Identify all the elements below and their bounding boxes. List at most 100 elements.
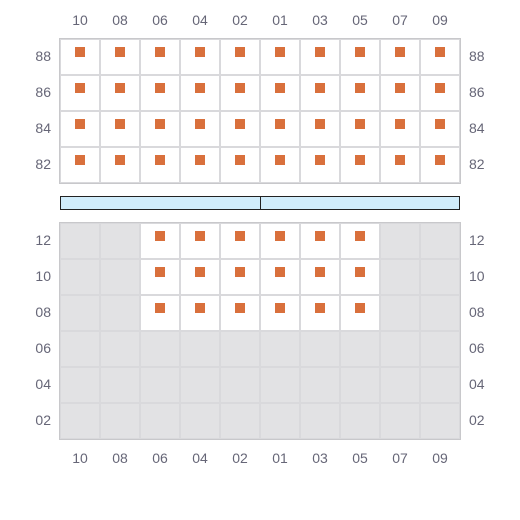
row-label: 10 bbox=[461, 258, 490, 294]
row-label: 10 bbox=[30, 258, 59, 294]
seat-available[interactable] bbox=[420, 75, 460, 111]
column-label: 06 bbox=[140, 12, 180, 28]
row-label: 06 bbox=[30, 330, 59, 366]
seat-available[interactable] bbox=[60, 147, 100, 183]
seat-available[interactable] bbox=[220, 259, 260, 295]
seat-available[interactable] bbox=[60, 75, 100, 111]
seat-unavailable bbox=[420, 295, 460, 331]
seat-available[interactable] bbox=[340, 295, 380, 331]
seat-available[interactable] bbox=[380, 147, 420, 183]
seat-available[interactable] bbox=[420, 39, 460, 75]
seat-available[interactable] bbox=[220, 75, 260, 111]
seat-unavailable bbox=[260, 331, 300, 367]
seat-icon bbox=[315, 47, 325, 57]
seat-available[interactable] bbox=[260, 111, 300, 147]
column-label: 08 bbox=[100, 450, 140, 466]
seat-available[interactable] bbox=[340, 75, 380, 111]
seat-available[interactable] bbox=[140, 295, 180, 331]
column-label: 02 bbox=[220, 450, 260, 466]
seat-available[interactable] bbox=[220, 295, 260, 331]
seat-available[interactable] bbox=[180, 223, 220, 259]
seat-icon bbox=[235, 231, 245, 241]
seat-available[interactable] bbox=[100, 39, 140, 75]
seat-available[interactable] bbox=[300, 111, 340, 147]
row-label: 04 bbox=[461, 366, 490, 402]
seat-available[interactable] bbox=[220, 147, 260, 183]
row-label: 12 bbox=[461, 222, 490, 258]
seat-available[interactable] bbox=[100, 111, 140, 147]
seat-available[interactable] bbox=[140, 223, 180, 259]
seat-icon bbox=[155, 119, 165, 129]
top-column-labels: 10080604020103050709 bbox=[30, 12, 490, 28]
seat-available[interactable] bbox=[300, 75, 340, 111]
seat-available[interactable] bbox=[340, 111, 380, 147]
seat-available[interactable] bbox=[420, 111, 460, 147]
seat-available[interactable] bbox=[380, 111, 420, 147]
seat-icon bbox=[235, 303, 245, 313]
seat-unavailable bbox=[380, 223, 420, 259]
seat-unavailable bbox=[100, 295, 140, 331]
seat-icon bbox=[155, 231, 165, 241]
seat-available[interactable] bbox=[180, 295, 220, 331]
seat-available[interactable] bbox=[180, 259, 220, 295]
seat-icon bbox=[275, 47, 285, 57]
seat-available[interactable] bbox=[300, 147, 340, 183]
seat-unavailable bbox=[60, 403, 100, 439]
seat-available[interactable] bbox=[100, 75, 140, 111]
row-label: 06 bbox=[461, 330, 490, 366]
seat-available[interactable] bbox=[380, 75, 420, 111]
seat-available[interactable] bbox=[180, 147, 220, 183]
seat-unavailable bbox=[300, 403, 340, 439]
seat-available[interactable] bbox=[140, 111, 180, 147]
seat-available[interactable] bbox=[380, 39, 420, 75]
seat-available[interactable] bbox=[220, 111, 260, 147]
seat-available[interactable] bbox=[260, 39, 300, 75]
seat-icon bbox=[195, 47, 205, 57]
seat-available[interactable] bbox=[300, 259, 340, 295]
seat-available[interactable] bbox=[140, 75, 180, 111]
seat-available[interactable] bbox=[300, 223, 340, 259]
seat-available[interactable] bbox=[300, 295, 340, 331]
seat-icon bbox=[195, 267, 205, 277]
column-label: 05 bbox=[340, 450, 380, 466]
seat-available[interactable] bbox=[100, 147, 140, 183]
seat-available[interactable] bbox=[260, 75, 300, 111]
seat-available[interactable] bbox=[180, 111, 220, 147]
seat-unavailable bbox=[420, 367, 460, 403]
row-label: 82 bbox=[30, 146, 59, 182]
seat-available[interactable] bbox=[140, 39, 180, 75]
seat-unavailable bbox=[100, 223, 140, 259]
seat-row bbox=[60, 295, 460, 331]
seat-available[interactable] bbox=[60, 111, 100, 147]
seat-unavailable bbox=[420, 331, 460, 367]
seat-available[interactable] bbox=[420, 147, 460, 183]
seat-available[interactable] bbox=[340, 223, 380, 259]
seat-icon bbox=[275, 119, 285, 129]
seat-available[interactable] bbox=[260, 223, 300, 259]
seat-available[interactable] bbox=[180, 75, 220, 111]
seat-icon bbox=[315, 155, 325, 165]
seat-available[interactable] bbox=[260, 259, 300, 295]
seat-available[interactable] bbox=[300, 39, 340, 75]
seat-available[interactable] bbox=[260, 295, 300, 331]
row-label: 02 bbox=[461, 402, 490, 438]
seat-unavailable bbox=[220, 331, 260, 367]
seat-icon bbox=[195, 119, 205, 129]
seat-row bbox=[60, 331, 460, 367]
seat-available[interactable] bbox=[340, 39, 380, 75]
row-label: 08 bbox=[461, 294, 490, 330]
seat-available[interactable] bbox=[220, 39, 260, 75]
seat-available[interactable] bbox=[180, 39, 220, 75]
seat-icon bbox=[195, 83, 205, 93]
seat-available[interactable] bbox=[220, 223, 260, 259]
seat-unavailable bbox=[380, 295, 420, 331]
seat-available[interactable] bbox=[140, 147, 180, 183]
seat-available[interactable] bbox=[260, 147, 300, 183]
seat-available[interactable] bbox=[340, 259, 380, 295]
column-label: 01 bbox=[260, 12, 300, 28]
seat-available[interactable] bbox=[140, 259, 180, 295]
seat-available[interactable] bbox=[340, 147, 380, 183]
seat-unavailable bbox=[340, 331, 380, 367]
seat-available[interactable] bbox=[60, 39, 100, 75]
row-label: 84 bbox=[461, 110, 490, 146]
